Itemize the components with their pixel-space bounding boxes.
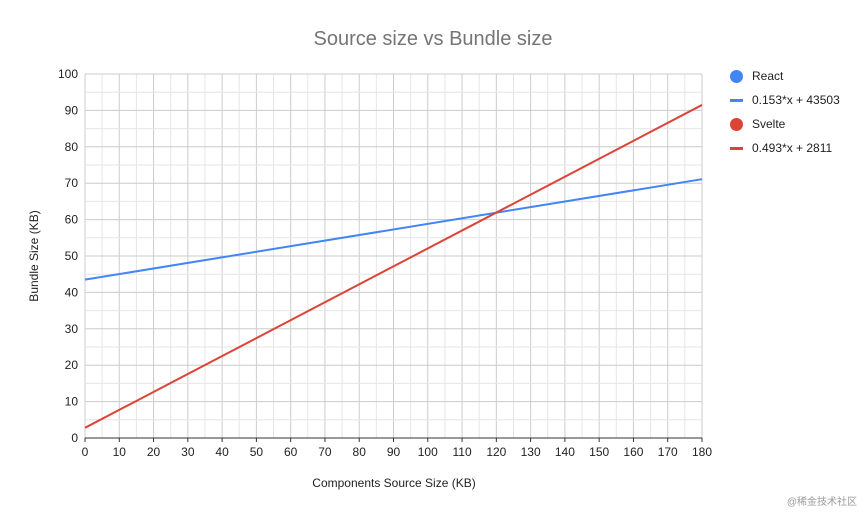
x-tick-label: 140 (555, 445, 575, 459)
x-tick-label: 120 (486, 445, 506, 459)
x-tick-label: 160 (623, 445, 643, 459)
y-tick-label: 20 (65, 358, 79, 372)
series-line-react (84, 178, 703, 281)
legend-label: Svelte (752, 117, 786, 131)
x-tick-label: 0 (82, 445, 89, 459)
x-tick-label: 80 (353, 445, 367, 459)
legend-item: 0.493*x + 2811 (730, 136, 840, 160)
x-tick-label: 110 (452, 445, 471, 459)
legend-item: React (730, 64, 840, 88)
y-tick-label: 70 (65, 176, 79, 190)
x-tick-label: 170 (658, 445, 678, 459)
x-tick-label: 30 (181, 445, 195, 459)
legend: React 0.153*x + 43503 Svelte 0.493*x + 2811 (730, 64, 840, 160)
legend-line-icon (730, 98, 743, 102)
x-tick-label: 100 (418, 445, 438, 459)
legend-label: React (752, 69, 784, 83)
x-tick-label: 90 (387, 445, 401, 459)
legend-dot-icon (730, 117, 743, 131)
y-tick-labels: 0 10 20 30 40 50 60 70 80 90 100 (58, 67, 78, 445)
legend-dot-icon (730, 69, 743, 83)
x-tick-label: 20 (147, 445, 161, 459)
y-tick-label: 90 (65, 103, 79, 117)
legend-label: 0.153*x + 43503 (752, 93, 840, 107)
watermark: @稀金技术社区 (786, 497, 857, 508)
y-tick-label: 100 (58, 67, 78, 81)
series-line-svelte (84, 104, 703, 429)
y-tick-label: 10 (65, 395, 79, 409)
y-tick-label: 60 (65, 213, 79, 227)
y-tick-label: 80 (65, 140, 79, 154)
x-tick-label: 60 (284, 445, 298, 459)
x-tick-label: 50 (250, 445, 264, 459)
x-tick-label: 180 (692, 445, 712, 459)
y-tick-label: 30 (65, 322, 79, 336)
chart-title: Source size vs Bundle size (313, 28, 552, 50)
x-tick-label: 40 (215, 445, 229, 459)
grid (84, 73, 703, 439)
legend-item: 0.153*x + 43503 (730, 88, 840, 112)
x-tick-label: 130 (521, 445, 541, 459)
x-tick-label: 150 (589, 445, 609, 459)
y-tick-label: 0 (71, 431, 78, 445)
x-axis-label: Components Source Size (KB) (312, 476, 475, 490)
legend-label: 0.493*x + 2811 (752, 141, 833, 155)
legend-line-icon (730, 146, 743, 150)
y-tick-label: 50 (65, 249, 79, 263)
y-axis-label: Bundle Size (KB) (27, 210, 41, 301)
y-tick-label: 40 (65, 285, 79, 299)
x-tick-label: 10 (113, 445, 127, 459)
x-tick-label: 70 (318, 445, 332, 459)
series-lines (84, 104, 703, 429)
x-tick-labels: 0 10 20 30 40 50 60 70 80 90 100 110 120 130 140 150 160… (82, 445, 713, 459)
axes (84, 437, 703, 442)
legend-item: Svelte (730, 112, 840, 136)
